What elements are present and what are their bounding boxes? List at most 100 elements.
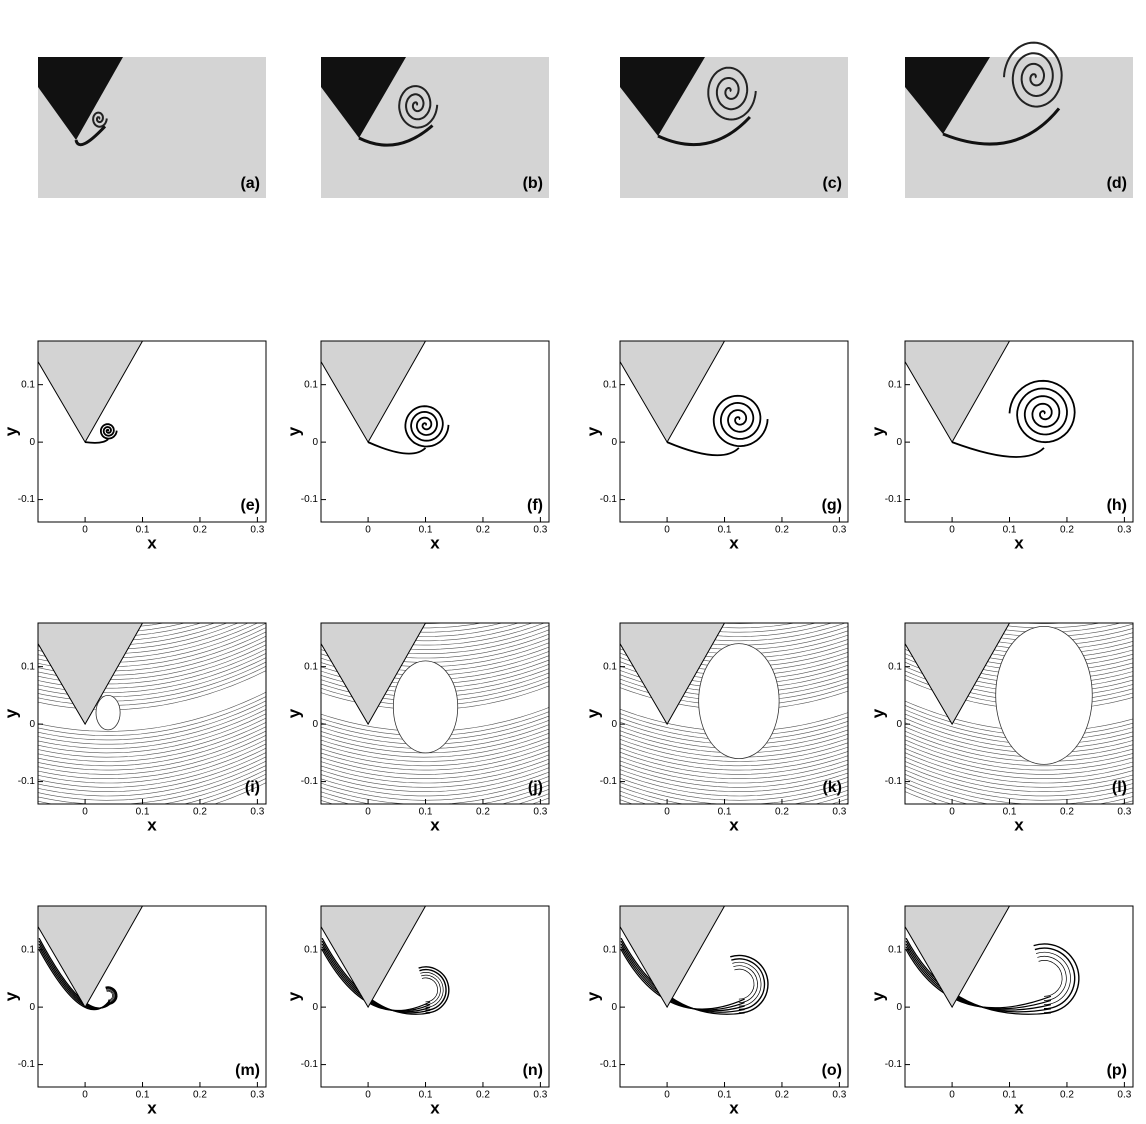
streamline xyxy=(905,761,1133,792)
panel-label: (n) xyxy=(523,1062,543,1079)
y-axis-label: y xyxy=(284,991,303,1001)
y-tick-label: 0.1 xyxy=(888,944,902,955)
y-tick-label: 0.1 xyxy=(888,661,902,672)
streamline xyxy=(620,786,848,804)
x-tick-label: 0.3 xyxy=(1117,807,1131,818)
panel-label: (c) xyxy=(822,175,842,192)
streamline xyxy=(183,773,266,804)
x-tick-label: 0.3 xyxy=(250,807,264,818)
streakline xyxy=(620,949,745,1010)
sim-panel: 0 0.1 0.2 0.3-0.100.1xy(n) xyxy=(284,905,550,1117)
shear-layer xyxy=(942,107,1061,146)
sim-panel: 0 0.1 0.2 0.3-0.100.1xy(l) xyxy=(868,622,1134,834)
streamline xyxy=(38,580,266,619)
streakline xyxy=(321,943,431,1013)
y-tick-label: 0.1 xyxy=(21,661,35,672)
x-tick-label: 0.1 xyxy=(419,525,433,536)
shear-layer xyxy=(84,438,109,444)
streamline xyxy=(966,623,1122,633)
y-tick-label: 0.1 xyxy=(304,379,318,390)
plot-area xyxy=(38,341,144,444)
y-axis-label: y xyxy=(1,426,20,436)
panel-label: (f) xyxy=(527,497,543,514)
sim-panel: 0 0.1 0.2 0.3-0.100.1xy(g) xyxy=(583,340,849,552)
streamline xyxy=(620,593,848,615)
streakline xyxy=(321,946,431,1012)
x-tick-label: 0.2 xyxy=(476,1090,490,1101)
streamline xyxy=(620,751,848,775)
x-tick-label: 0.3 xyxy=(1117,1090,1131,1101)
y-tick-label: 0.1 xyxy=(603,661,617,672)
vortex xyxy=(100,423,118,440)
streamline xyxy=(321,741,549,767)
wedge xyxy=(620,906,726,1009)
plot-area xyxy=(321,341,450,455)
streakline-loop xyxy=(419,968,447,1011)
y-axis-label: y xyxy=(583,426,602,436)
streamline xyxy=(38,739,266,779)
axes-frame xyxy=(320,340,550,523)
y-tick-label: 0.1 xyxy=(603,379,617,390)
x-tick-label: 0.1 xyxy=(718,525,732,536)
y-tick-label: 0 xyxy=(312,437,318,448)
wedge xyxy=(905,906,1011,1009)
x-tick-label: 0.2 xyxy=(775,1090,789,1101)
x-tick-label: 0 xyxy=(82,525,88,536)
x-tick-label: 0.2 xyxy=(476,807,490,818)
x-tick-label: 0 xyxy=(365,807,371,818)
streamline xyxy=(715,623,763,624)
x-tick-label: 0.2 xyxy=(1060,1090,1074,1101)
streamline xyxy=(905,735,1133,767)
wedge xyxy=(321,341,427,444)
streakline-loop xyxy=(1036,951,1071,1005)
streakline xyxy=(905,946,1052,1010)
streamline xyxy=(905,748,1133,779)
streamline xyxy=(321,754,549,779)
streamline xyxy=(38,700,266,741)
streamline xyxy=(38,743,266,784)
wedge xyxy=(38,341,144,444)
streamline xyxy=(1020,623,1068,624)
streamline xyxy=(38,709,266,749)
sim-panel: 0 0.1 0.2 0.3-0.100.1xy(e) xyxy=(1,340,267,552)
x-axis-label: x xyxy=(1014,815,1024,834)
x-tick-label: 0.2 xyxy=(775,525,789,536)
streamline xyxy=(620,795,848,804)
streamline xyxy=(620,782,848,804)
y-tick-label: -0.1 xyxy=(18,494,36,505)
x-tick-label: 0.3 xyxy=(250,525,264,536)
streamline xyxy=(905,786,953,804)
x-tick-label: 0.2 xyxy=(193,1090,207,1101)
y-tick-label: 0 xyxy=(611,1002,617,1013)
streamline xyxy=(321,776,549,801)
x-axis-label: x xyxy=(147,815,157,834)
streamline xyxy=(321,771,549,797)
x-axis-label: x xyxy=(729,533,739,552)
y-axis-label: y xyxy=(1,991,20,1001)
wedge xyxy=(620,623,726,726)
axes-frame xyxy=(37,340,267,523)
y-axis-label: y xyxy=(1,708,20,718)
closed-streamline xyxy=(392,660,459,754)
plot-area xyxy=(620,906,769,1015)
streakline xyxy=(620,937,745,1015)
y-tick-label: -0.1 xyxy=(18,1059,36,1070)
shear-layer xyxy=(657,115,751,147)
y-axis-label: y xyxy=(868,991,887,1001)
y-tick-label: 0.1 xyxy=(21,379,35,390)
streamline xyxy=(38,765,266,804)
x-tick-label: 0.2 xyxy=(775,807,789,818)
streamline xyxy=(321,793,549,804)
streakline-loop xyxy=(105,988,116,1003)
streamline xyxy=(620,777,848,801)
y-tick-label: 0 xyxy=(611,437,617,448)
sim-panel: 0 0.1 0.2 0.3-0.100.1xy(p) xyxy=(868,905,1134,1117)
streakline xyxy=(905,940,1051,1013)
streamline xyxy=(620,790,848,804)
streamline xyxy=(321,591,549,615)
x-tick-label: 0.3 xyxy=(533,525,547,536)
x-axis-label: x xyxy=(1014,1098,1024,1117)
x-tick-label: 0 xyxy=(949,525,955,536)
y-tick-label: 0 xyxy=(29,1002,35,1013)
